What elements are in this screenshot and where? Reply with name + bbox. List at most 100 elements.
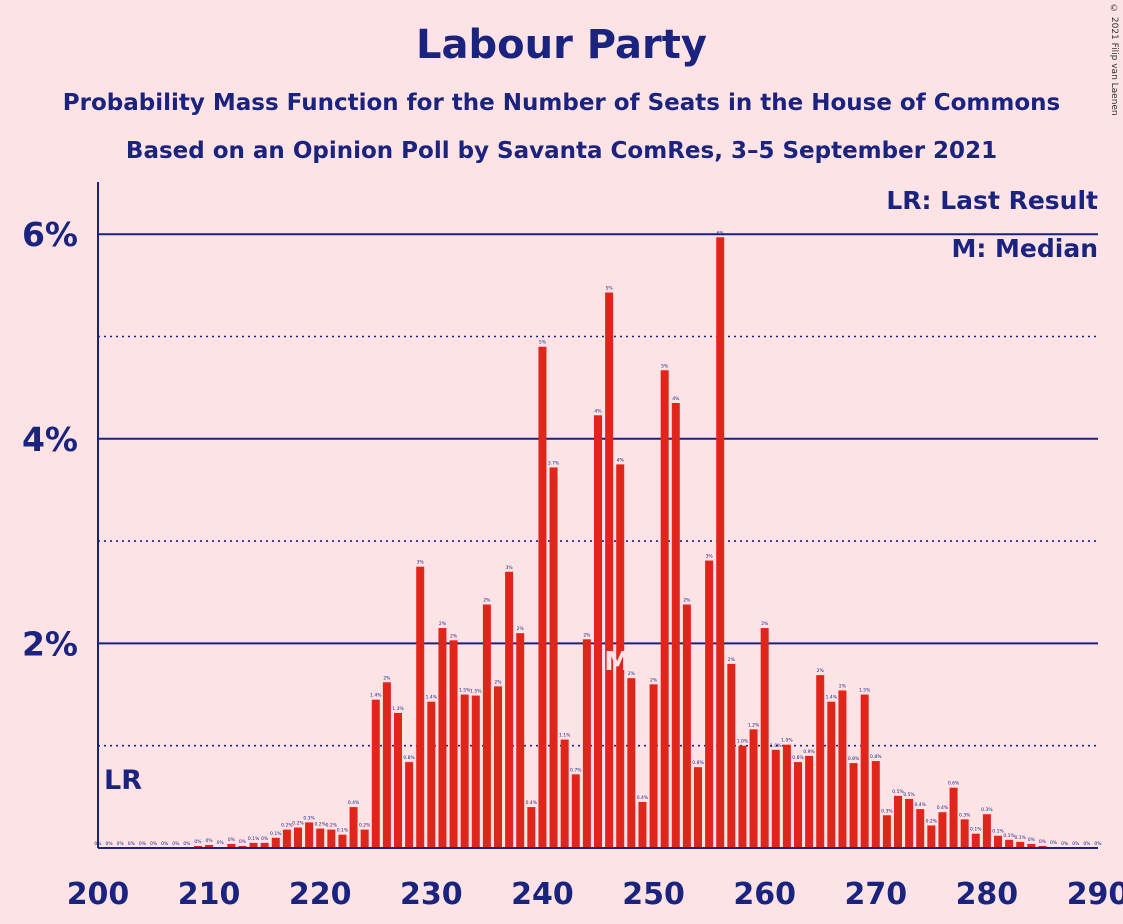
- bar-label-202: 0%: [117, 841, 125, 847]
- bar-label-247: 4%: [617, 457, 625, 463]
- bar-262: [782, 744, 791, 848]
- bar-label-244: 2%: [583, 632, 591, 638]
- annotations: LR M LR: Last Result M: Median: [104, 186, 1098, 796]
- bar-label-232: 2%: [450, 633, 458, 639]
- bar-234: [471, 695, 480, 848]
- legend-entry-0: LR: Last Result: [886, 186, 1098, 215]
- chart-subtitle-poll: Based on an Opinion Poll by Savanta ComR…: [125, 138, 998, 164]
- bar-label-278: 0.3%: [959, 812, 971, 818]
- bar-209: [194, 845, 202, 848]
- bar-label-208: 0%: [183, 841, 191, 847]
- bar-label-283: 0.1%: [1015, 835, 1027, 841]
- bar-label-282: 0.1%: [1003, 833, 1015, 839]
- bar-238: [516, 633, 525, 848]
- x-tick-label-240: 240: [511, 877, 574, 912]
- bar-label-219: 0.3%: [303, 815, 315, 821]
- bar-label-277: 0.6%: [948, 781, 960, 787]
- bar-283: [1016, 841, 1025, 848]
- bar-label-225: 1.4%: [370, 693, 382, 699]
- x-tick-label-290: 290: [1067, 877, 1123, 912]
- bar-label-262: 1.0%: [781, 738, 793, 744]
- bar-277: [949, 787, 958, 848]
- bar-label-201: 0%: [106, 841, 114, 847]
- bar-label-284: 0%: [1028, 837, 1036, 843]
- bar-label-240: 5%: [539, 340, 547, 346]
- bar-235: [482, 604, 491, 848]
- bar-label-235: 2%: [483, 598, 491, 604]
- bar-282: [1005, 839, 1014, 848]
- bar-label-209: 0%: [194, 839, 202, 845]
- bar-275: [927, 825, 936, 848]
- bar-237: [505, 571, 514, 848]
- bar-label-250: 2%: [650, 677, 658, 683]
- bar-280: [982, 814, 991, 848]
- bar-label-259: 1.2%: [748, 722, 760, 728]
- bar-label-236: 2%: [494, 679, 502, 685]
- bar-label-276: 0.4%: [937, 805, 949, 811]
- bar-230: [427, 701, 436, 848]
- bar-label-242: 1.1%: [559, 733, 571, 739]
- copyright-notice: © 2021 Filip van Laenen: [1109, 4, 1119, 116]
- bar-label-221: 0.2%: [326, 823, 338, 829]
- bar-263: [794, 762, 802, 848]
- bar-label-252: 4%: [672, 396, 680, 402]
- bar-label-268: 0.8%: [848, 756, 860, 762]
- bar-label-205: 0%: [150, 841, 158, 847]
- x-tick-label-220: 220: [289, 877, 352, 912]
- bar-217: [282, 829, 291, 848]
- bar-label-289: 0%: [1083, 841, 1091, 847]
- bar-label-255: 3%: [706, 554, 714, 560]
- bar-label-207: 0%: [172, 841, 180, 847]
- bar-label-249: 0.4%: [637, 795, 649, 801]
- legend-entry-1: M: Median: [951, 234, 1098, 263]
- bar-label-274: 0.4%: [915, 802, 927, 808]
- bar-247: [616, 464, 625, 848]
- bar-label-226: 2%: [383, 675, 391, 681]
- bar-label-239: 0.4%: [526, 800, 538, 806]
- bar-214: [249, 842, 258, 848]
- y-tick-label-6: 6%: [22, 215, 78, 254]
- bar-213: [238, 845, 247, 848]
- tick-labels: 200 210 220 230 240 250 260 270 280 290 2% 4% 6%: [22, 215, 1123, 912]
- bar-label-223: 0.4%: [348, 800, 360, 806]
- bar-label-211: 0%: [217, 840, 225, 846]
- bar-274: [916, 809, 925, 848]
- x-tick-label-270: 270: [844, 877, 907, 912]
- bar-label-275: 0.2%: [926, 818, 938, 824]
- bar-label-220: 0.2%: [315, 822, 327, 828]
- bar-257: [727, 663, 736, 848]
- bar-label-206: 0%: [161, 841, 169, 847]
- bar-229: [416, 566, 425, 848]
- bar-label-222: 0.1%: [337, 828, 349, 834]
- x-tick-label-230: 230: [400, 877, 463, 912]
- bar-273: [905, 798, 914, 848]
- bar-label-265: 2%: [817, 668, 825, 674]
- bar-label-216: 0.1%: [270, 831, 282, 837]
- bar-label-280: 0.3%: [981, 807, 993, 813]
- bar-label-260: 2%: [761, 621, 769, 627]
- bar-label-215: 0%: [261, 836, 269, 842]
- bar-label-237: 3%: [506, 565, 514, 571]
- chart-subtitle: Probability Mass Function for the Number…: [62, 90, 1061, 116]
- bar-225: [371, 699, 380, 848]
- bar-233: [460, 694, 469, 848]
- bar-254: [694, 767, 702, 848]
- bar-279: [971, 833, 980, 848]
- bar-label-270: 0.8%: [870, 754, 882, 760]
- bar-253: [682, 604, 691, 848]
- bar-267: [838, 690, 847, 848]
- bar-231: [438, 628, 447, 848]
- y-tick-label-2: 2%: [22, 624, 78, 663]
- bar-label-263: 0.8%: [792, 755, 804, 761]
- bar-236: [494, 686, 502, 848]
- bar-labels: 0%0%0%0%0%0%0%0%0%0%0%0%0%0%0.1%0%0.1%0.…: [94, 230, 1102, 847]
- bar-219: [305, 822, 314, 848]
- bar-258: [738, 745, 747, 848]
- bar-label-217: 0.2%: [281, 823, 293, 829]
- bar-label-290: 0%: [1094, 841, 1102, 847]
- bar-label-254: 0.8%: [692, 760, 704, 766]
- bar-269: [860, 694, 869, 848]
- bar-259: [749, 729, 758, 848]
- bar-label-258: 1.0%: [737, 739, 749, 745]
- bar-label-253: 2%: [683, 598, 691, 604]
